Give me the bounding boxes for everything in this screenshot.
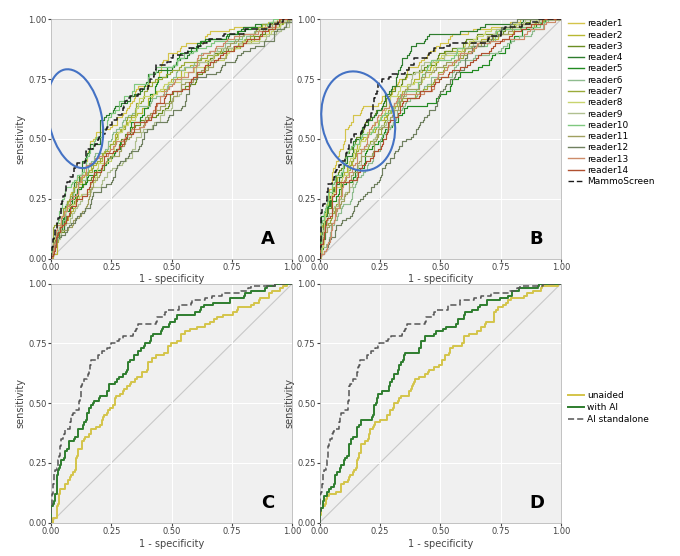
Legend: reader1, reader2, reader3, reader4, reader5, reader6, reader7, reader8, reader9,: reader1, reader2, reader3, reader4, read… xyxy=(568,19,655,186)
Text: C: C xyxy=(261,494,274,512)
X-axis label: 1 - specificity: 1 - specificity xyxy=(408,539,473,549)
Text: D: D xyxy=(530,494,545,512)
X-axis label: 1 - specificity: 1 - specificity xyxy=(139,539,204,549)
Text: B: B xyxy=(530,230,543,248)
X-axis label: 1 - specificity: 1 - specificity xyxy=(139,275,204,285)
Y-axis label: sensitivity: sensitivity xyxy=(284,378,294,428)
Y-axis label: sensitivity: sensitivity xyxy=(16,378,26,428)
Legend: unaided, with AI, AI standalone: unaided, with AI, AI standalone xyxy=(568,391,649,424)
Y-axis label: sensitivity: sensitivity xyxy=(16,114,26,164)
Text: A: A xyxy=(261,230,275,248)
Y-axis label: sensitivity: sensitivity xyxy=(284,114,294,164)
X-axis label: 1 - specificity: 1 - specificity xyxy=(408,275,473,285)
